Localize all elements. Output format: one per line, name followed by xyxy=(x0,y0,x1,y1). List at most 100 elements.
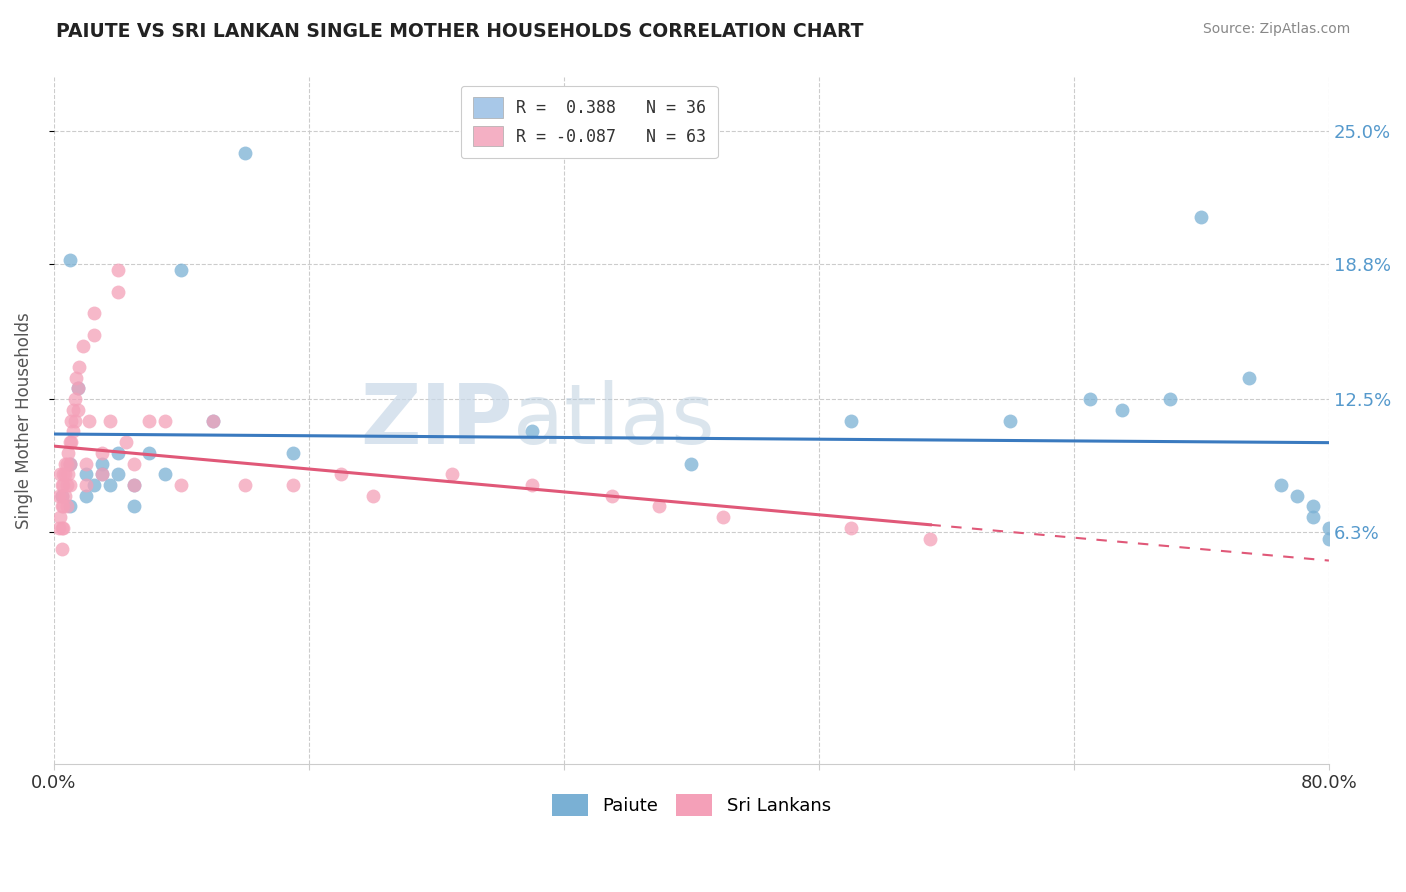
Point xyxy=(711,510,734,524)
Point xyxy=(1237,370,1260,384)
Point xyxy=(53,489,76,503)
Point xyxy=(75,489,97,503)
Point xyxy=(90,457,112,471)
Point xyxy=(281,446,304,460)
Point xyxy=(681,457,703,471)
Point xyxy=(122,478,145,492)
Point xyxy=(138,414,160,428)
Point xyxy=(170,478,193,492)
Point xyxy=(1302,500,1324,514)
Point xyxy=(329,467,352,482)
Point xyxy=(83,306,105,320)
Point xyxy=(51,500,73,514)
Point xyxy=(52,467,75,482)
Point xyxy=(1111,403,1133,417)
Point xyxy=(520,425,543,439)
Point xyxy=(1159,392,1181,407)
Point xyxy=(65,370,87,384)
Point xyxy=(49,510,72,524)
Point xyxy=(1317,532,1340,546)
Point xyxy=(138,446,160,460)
Point xyxy=(59,500,82,514)
Point xyxy=(90,467,112,482)
Point xyxy=(1317,521,1340,535)
Point xyxy=(48,521,70,535)
Point xyxy=(648,500,671,514)
Point xyxy=(520,478,543,492)
Text: atlas: atlas xyxy=(513,380,714,461)
Point xyxy=(281,478,304,492)
Point xyxy=(107,446,129,460)
Point xyxy=(98,414,121,428)
Point xyxy=(1270,478,1292,492)
Point xyxy=(233,145,256,160)
Point xyxy=(233,478,256,492)
Point xyxy=(51,478,73,492)
Point xyxy=(600,489,623,503)
Point xyxy=(75,467,97,482)
Point xyxy=(59,252,82,267)
Point xyxy=(75,457,97,471)
Point xyxy=(53,467,76,482)
Point xyxy=(839,521,862,535)
Point xyxy=(52,478,75,492)
Point xyxy=(59,457,82,471)
Point xyxy=(77,414,100,428)
Point xyxy=(49,467,72,482)
Point xyxy=(66,381,89,395)
Point xyxy=(72,338,94,352)
Point xyxy=(56,446,79,460)
Point xyxy=(170,263,193,277)
Point xyxy=(62,425,84,439)
Point xyxy=(55,457,77,471)
Point xyxy=(51,489,73,503)
Point xyxy=(59,478,82,492)
Point xyxy=(55,478,77,492)
Point xyxy=(59,457,82,471)
Point xyxy=(122,457,145,471)
Point xyxy=(361,489,384,503)
Point xyxy=(63,414,86,428)
Point xyxy=(98,478,121,492)
Point xyxy=(107,285,129,299)
Point xyxy=(83,478,105,492)
Point xyxy=(51,489,73,503)
Point xyxy=(839,414,862,428)
Point xyxy=(83,327,105,342)
Point xyxy=(1189,210,1212,224)
Point xyxy=(202,414,225,428)
Point xyxy=(122,478,145,492)
Text: ZIP: ZIP xyxy=(360,380,513,461)
Point xyxy=(67,359,90,374)
Point xyxy=(52,500,75,514)
Point xyxy=(155,414,177,428)
Point xyxy=(114,435,136,450)
Point xyxy=(56,467,79,482)
Point xyxy=(75,478,97,492)
Point xyxy=(66,403,89,417)
Point xyxy=(90,467,112,482)
Point xyxy=(1285,489,1308,503)
Point xyxy=(59,435,82,450)
Point xyxy=(920,532,942,546)
Point xyxy=(66,381,89,395)
Point xyxy=(90,446,112,460)
Point xyxy=(202,414,225,428)
Legend: Paiute, Sri Lankans: Paiute, Sri Lankans xyxy=(544,787,838,823)
Point xyxy=(155,467,177,482)
Point xyxy=(52,521,75,535)
Point xyxy=(48,489,70,503)
Point xyxy=(53,457,76,471)
Point xyxy=(60,435,83,450)
Point xyxy=(441,467,464,482)
Point xyxy=(63,392,86,407)
Point xyxy=(55,500,77,514)
Point xyxy=(51,521,73,535)
Point xyxy=(60,414,83,428)
Y-axis label: Single Mother Households: Single Mother Households xyxy=(15,312,32,529)
Point xyxy=(62,403,84,417)
Point xyxy=(1078,392,1101,407)
Text: Source: ZipAtlas.com: Source: ZipAtlas.com xyxy=(1202,22,1350,37)
Point xyxy=(107,263,129,277)
Point xyxy=(107,467,129,482)
